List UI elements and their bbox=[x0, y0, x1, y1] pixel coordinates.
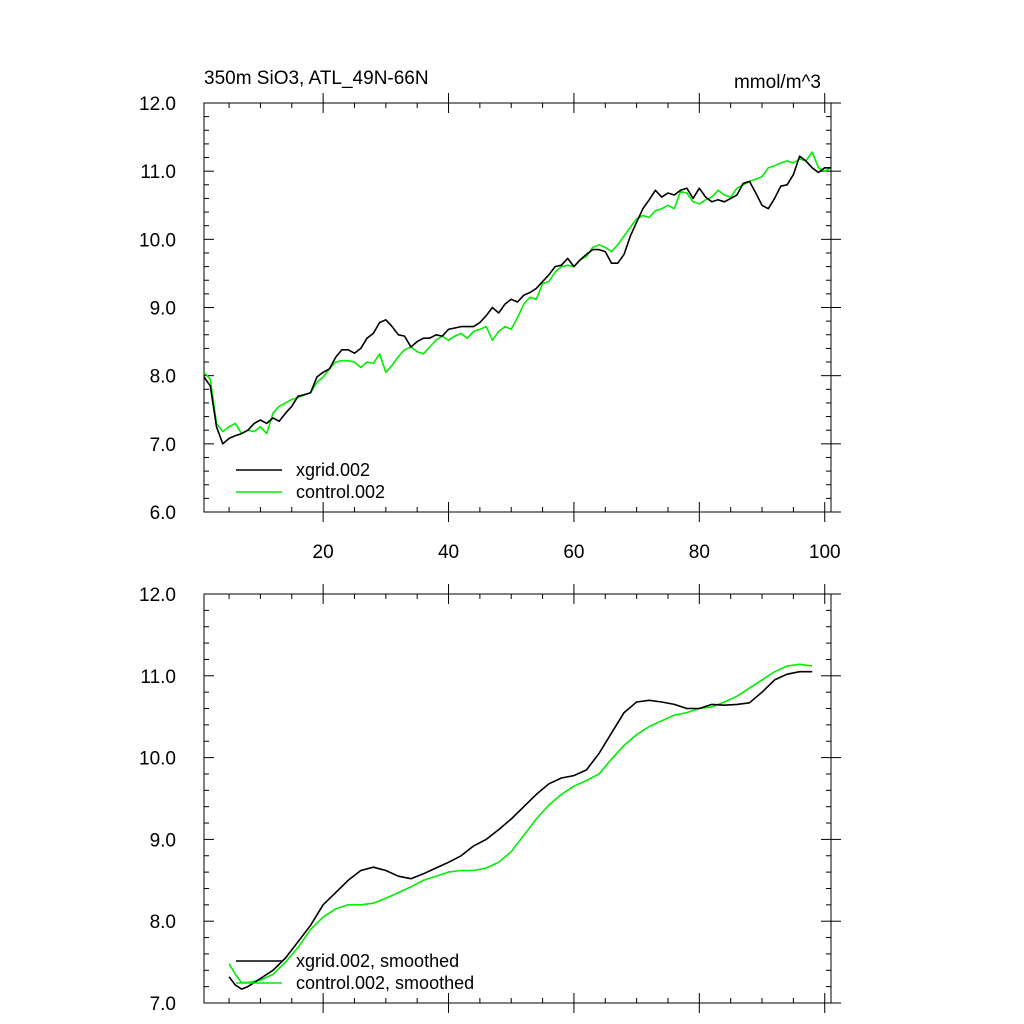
plot-frame bbox=[203, 102, 832, 513]
y-tick-label: 11.0 bbox=[140, 667, 176, 688]
chart-panel-2: 7.0 8.0 9.0 10.0 11.0 12.0 xgrid.002, smoothed… bbox=[139, 584, 841, 1015]
legend-label: control.002 bbox=[296, 482, 385, 502]
x-tick-label: 60 bbox=[563, 542, 584, 563]
chart-units: mmol/m^3 bbox=[734, 72, 821, 93]
legend-label: control.002, smoothed bbox=[296, 973, 474, 993]
x-tick-label: 40 bbox=[438, 542, 459, 563]
legend-label: xgrid.002 bbox=[296, 460, 370, 480]
y-tick-label: 9.0 bbox=[150, 830, 176, 851]
y-tick-label: 12.0 bbox=[139, 94, 176, 115]
chart-title: 350m SiO3, ATL_49N-66N bbox=[204, 68, 429, 89]
series-line-xgrid-002 bbox=[204, 155, 831, 445]
chart-panel-1: 6.0 7.0 8.0 9.0 10.0 11.0 12.0 20 40 60 80 100 350m … bbox=[139, 68, 841, 563]
y-tick-label: 6.0 bbox=[150, 503, 176, 524]
y-tick-label: 8.0 bbox=[150, 912, 176, 933]
y-tick-label: 7.0 bbox=[150, 994, 176, 1015]
x-tick-label: 100 bbox=[809, 542, 841, 563]
legend-label: xgrid.002, smoothed bbox=[296, 951, 459, 971]
y-tick-label: 10.0 bbox=[139, 230, 176, 251]
y-tick-label: 8.0 bbox=[150, 367, 176, 388]
x-tick-label: 20 bbox=[313, 542, 334, 563]
plot-frame bbox=[203, 593, 832, 1004]
y-tick-label: 11.0 bbox=[140, 162, 176, 183]
y-tick-label: 10.0 bbox=[139, 749, 176, 770]
y-tick-label: 12.0 bbox=[139, 585, 176, 606]
x-tick-label: 80 bbox=[689, 542, 710, 563]
y-tick-label: 7.0 bbox=[150, 435, 176, 456]
series-line-control-002-smoothed bbox=[228, 663, 813, 984]
y-tick-label: 9.0 bbox=[150, 299, 176, 320]
series-line-xgrid-002-smoothed bbox=[228, 670, 813, 990]
